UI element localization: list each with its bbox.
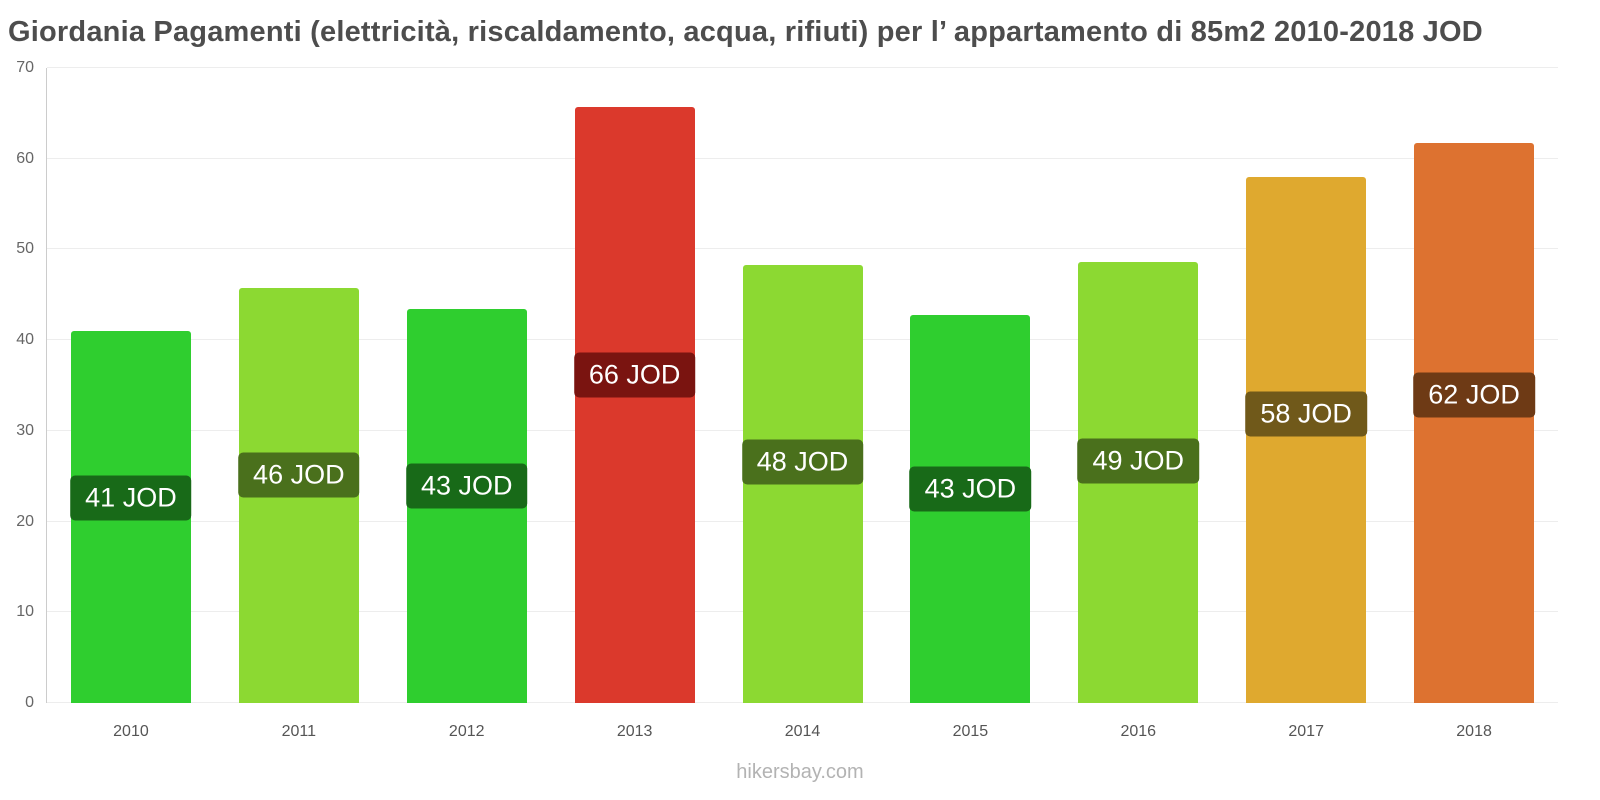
x-tick-label-2012: 2012 (448, 723, 485, 740)
bar-slot-2015: 43 JOD 2015 (886, 68, 1054, 740)
bar-slot-2013: 66 JOD 2013 (551, 68, 719, 740)
y-tick-label: 0 (25, 694, 34, 711)
bar-value-badge-2016: 49 JOD (1077, 438, 1200, 484)
bar-2010[interactable]: 41 JOD (70, 331, 192, 703)
bar-slot-2016: 49 JOD 2016 (1054, 68, 1222, 740)
bar-slot-2014: 48 JOD 2014 (719, 68, 887, 740)
y-tick-label: 30 (16, 421, 34, 439)
plot-area: 41 JOD 2010 46 JOD 2011 43 JOD 2012 66 JOD 2013… (46, 67, 1558, 740)
footer-watermark[interactable]: hikersbay.com (736, 761, 864, 783)
bar-slot-2010: 41 JOD 2010 (47, 68, 215, 740)
y-tick-label: 50 (16, 240, 34, 258)
x-tick-label-2010: 2010 (113, 723, 149, 740)
bars: 41 JOD 2010 46 JOD 2011 43 JOD 2012 66 JOD 2013… (47, 68, 1558, 740)
bar-value-badge-2011: 46 JOD (238, 452, 360, 497)
x-tick-label-2017: 2017 (1288, 723, 1324, 740)
x-tick-label-2013: 2013 (616, 723, 653, 740)
y-tick-label: 10 (16, 603, 34, 621)
bar-value-badge-2013: 66 JOD (573, 352, 696, 398)
bar-value-badge-2012: 43 JOD (405, 463, 528, 509)
x-tick-label-2011: 2011 (281, 723, 317, 740)
bar-slot-2017: 58 JOD 2017 (1222, 68, 1390, 740)
gridline (47, 157, 1558, 159)
x-tick-label-2016: 2016 (1120, 723, 1157, 740)
bar-2011[interactable]: 46 JOD (238, 287, 360, 703)
bar-2014[interactable]: 48 JOD (741, 264, 864, 703)
bar-2017[interactable]: 58 JOD (1245, 176, 1367, 703)
y-axis: 0 10 20 30 40 50 60 70 (0, 59, 40, 711)
y-tick-label: 40 (16, 331, 34, 349)
bar-2018[interactable]: 62 JOD (1413, 143, 1535, 703)
gridline (47, 248, 1558, 250)
chart-title: Giordania Pagamenti (elettricità, riscal… (8, 16, 1483, 48)
bar-value-badge-2018: 62 JOD (1413, 372, 1535, 418)
bar-2016[interactable]: 49 JOD (1077, 262, 1200, 703)
bar-2015[interactable]: 43 JOD (909, 314, 1032, 703)
y-tick-label: 20 (16, 512, 34, 530)
x-tick-label-2015: 2015 (952, 723, 989, 740)
bar-slot-2018: 62 JOD 2018 (1390, 68, 1558, 740)
bar-slot-2011: 46 JOD 2011 (215, 68, 383, 740)
gridline (47, 67, 1558, 68)
bar-value-badge-2015: 43 JOD (909, 466, 1032, 512)
bar-value-badge-2010: 41 JOD (70, 475, 192, 521)
bar-value-badge-2017: 58 JOD (1245, 391, 1367, 437)
bar-value-badge-2014: 48 JOD (741, 439, 864, 485)
bar-2012[interactable]: 43 JOD (405, 309, 528, 703)
y-tick-label: 70 (16, 59, 34, 76)
x-tick-label-2018: 2018 (1456, 723, 1492, 740)
y-tick-label: 60 (16, 149, 34, 167)
bar-slot-2012: 43 JOD 2012 (383, 68, 551, 740)
x-tick-label-2014: 2014 (784, 723, 821, 740)
bar-2013[interactable]: 66 JOD (573, 107, 696, 703)
